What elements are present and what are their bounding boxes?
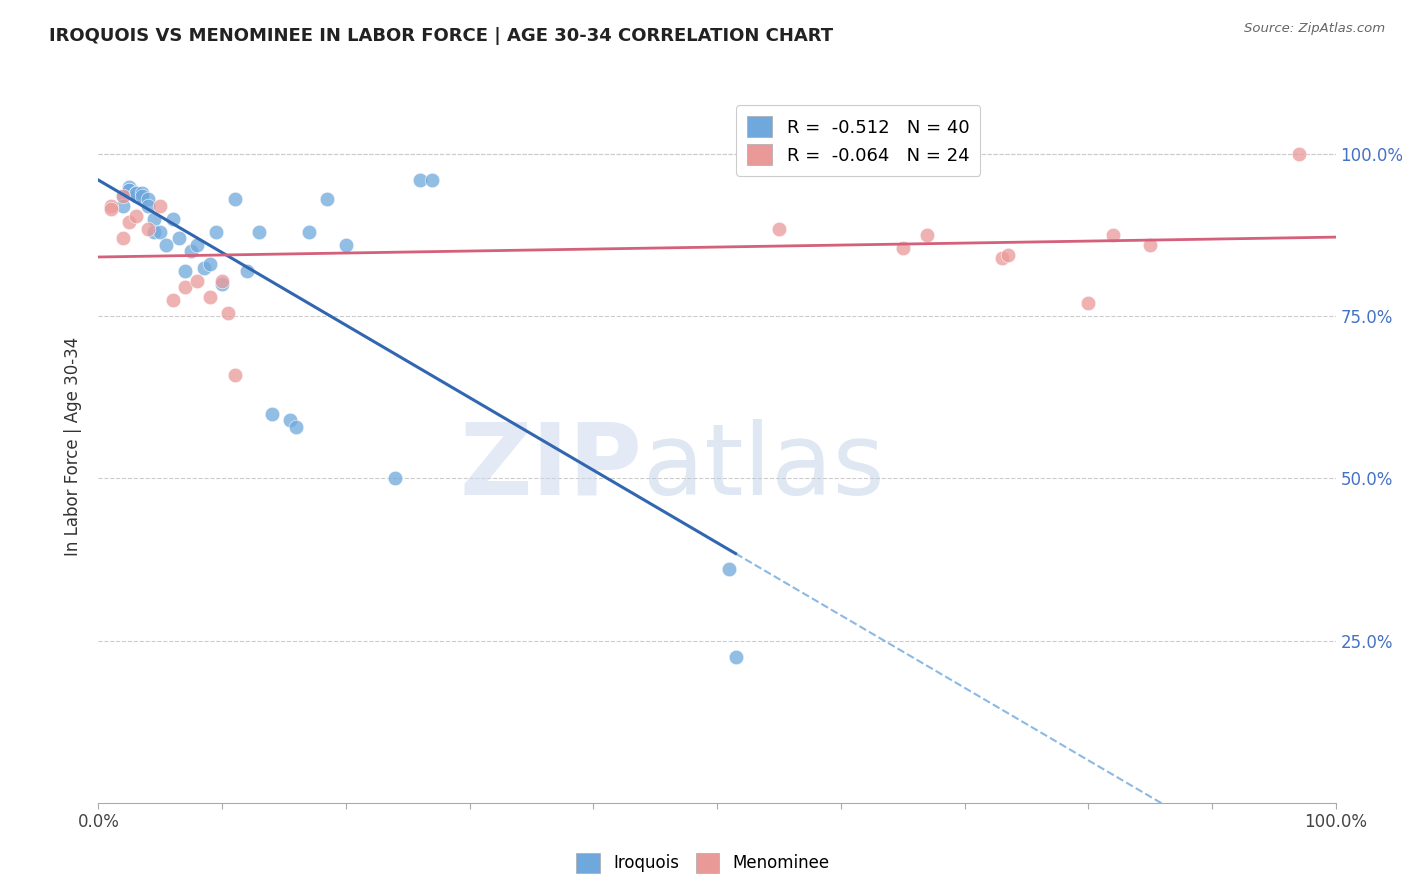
Point (193, 260, 215, 275)
Point (149, 199, 172, 213)
Point (1077, 296, 1099, 310)
Point (224, 193, 246, 207)
Point (285, 419, 308, 434)
Point (236, 264, 259, 278)
Point (260, 407, 283, 421)
Point (891, 241, 914, 255)
Point (124, 209, 146, 223)
Point (162, 211, 184, 226)
Point (155, 238, 177, 252)
Legend: Iroquois, Menominee: Iroquois, Menominee (569, 847, 837, 880)
Text: atlas: atlas (643, 419, 884, 516)
Text: Source: ZipAtlas.com: Source: ZipAtlas.com (1244, 22, 1385, 36)
Point (1102, 228, 1125, 243)
Point (124, 186, 146, 200)
Point (174, 264, 197, 278)
Point (124, 186, 146, 200)
Point (224, 368, 246, 382)
Point (247, 225, 270, 239)
Point (112, 189, 135, 203)
Point (217, 306, 239, 320)
Point (143, 225, 166, 239)
Point (180, 244, 202, 259)
Y-axis label: In Labor Force | Age 30-34: In Labor Force | Age 30-34 (65, 336, 83, 556)
Point (316, 193, 339, 207)
Point (205, 225, 228, 239)
Point (112, 231, 135, 245)
Point (768, 221, 790, 235)
Point (100, 199, 122, 213)
Point (167, 231, 190, 245)
Point (990, 251, 1012, 265)
Point (997, 247, 1019, 261)
Point (136, 221, 159, 235)
Point (118, 179, 141, 194)
Text: ZIP: ZIP (460, 419, 643, 516)
Point (112, 199, 135, 213)
Point (118, 183, 141, 197)
Point (118, 215, 141, 229)
Point (384, 471, 406, 485)
Point (112, 189, 135, 203)
Point (718, 562, 741, 576)
Point (124, 189, 146, 203)
Point (211, 274, 233, 288)
Point (278, 413, 301, 427)
Point (917, 228, 939, 243)
Point (136, 199, 159, 213)
Point (149, 225, 172, 239)
Point (198, 257, 221, 271)
Point (298, 225, 321, 239)
Point (409, 173, 432, 187)
Legend: R =  -0.512   N = 40, R =  -0.064   N = 24: R = -0.512 N = 40, R = -0.064 N = 24 (737, 105, 980, 176)
Point (211, 277, 233, 291)
Point (124, 186, 146, 200)
Point (174, 280, 197, 294)
Point (118, 183, 141, 197)
Point (1288, 147, 1310, 161)
Point (335, 238, 357, 252)
Point (162, 293, 184, 307)
Point (131, 186, 153, 200)
Point (422, 173, 444, 187)
Point (1139, 238, 1161, 252)
Point (143, 211, 166, 226)
Point (100, 202, 122, 217)
Point (136, 193, 159, 207)
Point (131, 189, 153, 203)
Text: IROQUOIS VS MENOMINEE IN LABOR FORCE | AGE 30-34 CORRELATION CHART: IROQUOIS VS MENOMINEE IN LABOR FORCE | A… (49, 27, 834, 45)
Point (186, 274, 208, 288)
Point (186, 238, 208, 252)
Point (198, 290, 221, 304)
Point (724, 649, 747, 664)
